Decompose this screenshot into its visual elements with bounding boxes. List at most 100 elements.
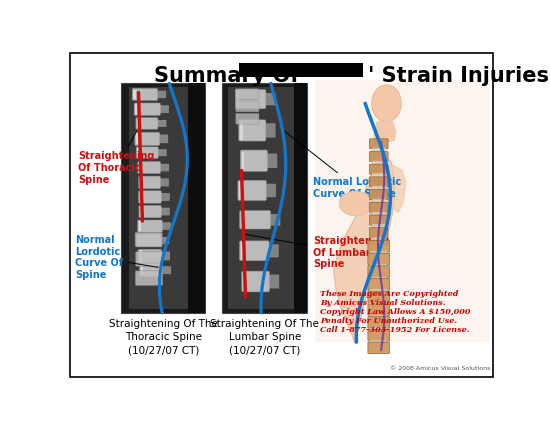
Polygon shape	[374, 122, 396, 143]
FancyBboxPatch shape	[368, 304, 389, 315]
FancyBboxPatch shape	[264, 123, 276, 138]
FancyBboxPatch shape	[139, 264, 163, 276]
FancyBboxPatch shape	[159, 178, 169, 187]
FancyBboxPatch shape	[135, 271, 162, 286]
Text: Straightening Of The
Thoracic Spine
(10/27/07 CT): Straightening Of The Thoracic Spine (10/…	[109, 319, 218, 355]
Bar	[370, 251, 387, 254]
Bar	[136, 133, 138, 144]
FancyBboxPatch shape	[161, 222, 171, 230]
FancyBboxPatch shape	[264, 93, 276, 105]
FancyBboxPatch shape	[235, 90, 266, 109]
Bar	[134, 90, 136, 99]
FancyBboxPatch shape	[269, 214, 280, 226]
FancyBboxPatch shape	[138, 220, 162, 232]
FancyBboxPatch shape	[368, 253, 389, 265]
Bar	[138, 236, 140, 245]
FancyBboxPatch shape	[368, 278, 389, 290]
FancyBboxPatch shape	[236, 113, 259, 124]
Ellipse shape	[372, 85, 402, 122]
Bar	[137, 119, 139, 128]
FancyBboxPatch shape	[138, 162, 161, 174]
Bar	[372, 212, 386, 215]
FancyBboxPatch shape	[239, 241, 269, 261]
Polygon shape	[334, 157, 394, 343]
FancyBboxPatch shape	[268, 275, 279, 289]
FancyBboxPatch shape	[160, 252, 170, 260]
Bar	[141, 265, 143, 275]
FancyBboxPatch shape	[157, 149, 167, 156]
FancyBboxPatch shape	[368, 342, 389, 354]
Bar	[370, 340, 387, 343]
Bar	[372, 199, 386, 202]
Bar	[370, 327, 387, 331]
Bar	[222, 83, 307, 313]
FancyBboxPatch shape	[135, 232, 162, 247]
Bar	[240, 121, 243, 139]
Bar	[372, 224, 386, 227]
Ellipse shape	[339, 191, 372, 216]
FancyBboxPatch shape	[265, 184, 276, 197]
Bar	[237, 91, 239, 107]
FancyBboxPatch shape	[370, 202, 388, 212]
FancyBboxPatch shape	[240, 210, 271, 229]
FancyBboxPatch shape	[235, 89, 258, 99]
FancyBboxPatch shape	[239, 120, 266, 141]
FancyBboxPatch shape	[368, 266, 389, 278]
Text: Summary Of: Summary Of	[154, 66, 299, 86]
FancyBboxPatch shape	[370, 151, 388, 162]
Bar	[122, 83, 205, 313]
FancyBboxPatch shape	[156, 120, 167, 127]
Text: © 2008 Amicus Visual Solutions: © 2008 Amicus Visual Solutions	[390, 366, 491, 371]
FancyBboxPatch shape	[159, 105, 169, 113]
Bar	[228, 87, 296, 309]
FancyBboxPatch shape	[266, 153, 277, 168]
Bar	[243, 272, 245, 290]
FancyBboxPatch shape	[136, 235, 161, 246]
Bar	[129, 87, 194, 309]
FancyBboxPatch shape	[158, 135, 168, 143]
Bar	[139, 163, 141, 173]
Bar	[315, 80, 491, 342]
FancyBboxPatch shape	[368, 241, 389, 252]
FancyBboxPatch shape	[160, 193, 170, 201]
Bar	[239, 182, 242, 199]
FancyBboxPatch shape	[370, 215, 388, 225]
FancyBboxPatch shape	[159, 164, 169, 171]
FancyBboxPatch shape	[139, 205, 161, 218]
FancyBboxPatch shape	[136, 118, 158, 129]
Bar	[138, 148, 140, 157]
Text: Normal
Lordotic
Curve Of
Spine: Normal Lordotic Curve Of Spine	[75, 235, 158, 280]
FancyBboxPatch shape	[236, 101, 259, 112]
FancyBboxPatch shape	[132, 88, 158, 100]
FancyBboxPatch shape	[368, 291, 389, 303]
Bar	[139, 221, 141, 231]
Bar	[239, 63, 363, 77]
Bar	[241, 212, 244, 227]
Bar	[294, 83, 307, 313]
FancyBboxPatch shape	[161, 266, 171, 274]
Bar	[372, 186, 386, 189]
FancyBboxPatch shape	[267, 244, 279, 258]
FancyBboxPatch shape	[240, 150, 267, 171]
FancyBboxPatch shape	[139, 176, 161, 189]
Text: Straightening
Of Lumbar
Spine: Straightening Of Lumbar Spine	[244, 234, 389, 269]
Bar	[139, 250, 141, 261]
FancyBboxPatch shape	[160, 208, 170, 215]
FancyBboxPatch shape	[139, 191, 161, 203]
Bar	[372, 173, 386, 176]
Bar	[242, 152, 244, 170]
Text: Normal Lordotic
Curve Of Spine: Normal Lordotic Curve Of Spine	[284, 131, 401, 199]
Bar	[188, 83, 205, 313]
Bar	[140, 207, 142, 217]
FancyBboxPatch shape	[134, 103, 161, 116]
Bar	[370, 277, 387, 280]
Bar	[372, 161, 386, 164]
FancyBboxPatch shape	[370, 228, 388, 238]
FancyBboxPatch shape	[238, 180, 266, 201]
FancyBboxPatch shape	[138, 249, 162, 263]
FancyBboxPatch shape	[368, 317, 389, 328]
Bar	[135, 104, 138, 114]
Bar	[241, 242, 243, 259]
Bar	[140, 192, 142, 202]
Text: Straightening
Of Thoracic
Spine: Straightening Of Thoracic Spine	[78, 132, 155, 184]
